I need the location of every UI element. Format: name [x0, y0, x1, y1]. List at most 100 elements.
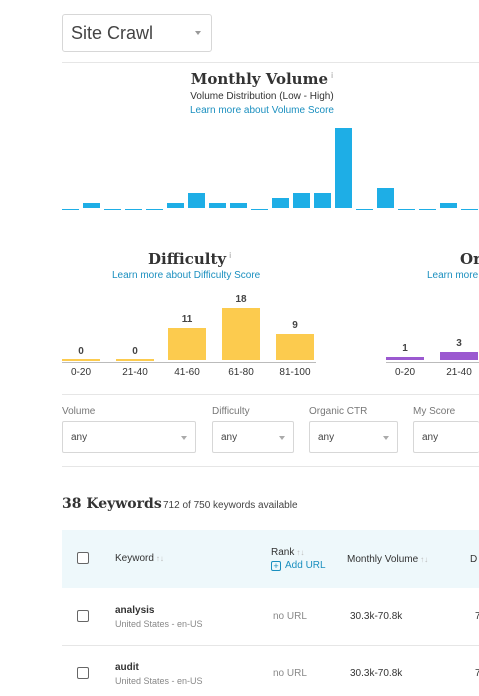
row-url: no URL: [273, 668, 307, 679]
difficulty-axis-line: [62, 362, 316, 363]
filter-organic-ctr-label: Organic CTR: [309, 406, 368, 417]
monthly-volume-header-text: Monthly Volume: [347, 554, 419, 565]
volume-bar: [377, 188, 394, 208]
add-url-button[interactable]: + Add URL: [271, 560, 326, 571]
difficulty-bar[interactable]: [116, 359, 154, 361]
info-icon[interactable]: i: [229, 251, 232, 260]
difficulty-bar[interactable]: [276, 334, 314, 360]
difficulty-value-label: 0: [78, 346, 84, 357]
difficulty-value-label: 9: [292, 320, 298, 331]
rank-column-header[interactable]: Rank ↑↓: [271, 547, 304, 558]
volume-bar: [419, 209, 436, 210]
filter-my-score-value: any: [422, 431, 439, 443]
difficulty-title-text: Difficulty: [148, 250, 227, 268]
volume-score-link[interactable]: Learn more about Volume Score: [190, 105, 334, 116]
organic-ctr-link[interactable]: Learn more: [427, 270, 479, 281]
volume-bar: [188, 193, 205, 208]
sort-icon[interactable]: ↑↓: [155, 554, 164, 563]
volume-bar: [335, 128, 352, 208]
divider: [62, 394, 479, 395]
row-keyword[interactable]: analysis: [115, 605, 155, 616]
row-volume: 30.3k-70.8k: [350, 611, 403, 622]
organic-ctr-bar[interactable]: [440, 352, 478, 360]
filter-organic-ctr-select[interactable]: any: [309, 421, 398, 453]
filter-organic-ctr-value: any: [318, 431, 335, 443]
organic-ctr-title: Or: [460, 250, 479, 268]
monthly-volume-title: Monthly Volume i: [62, 70, 462, 88]
sort-icon[interactable]: ↑↓: [296, 548, 305, 557]
filter-difficulty-select[interactable]: any: [212, 421, 294, 453]
monthly-volume-chart: [62, 120, 479, 212]
volume-bar: [461, 209, 478, 210]
row-url: no URL: [273, 611, 307, 622]
filter-my-score-select[interactable]: any: [413, 421, 479, 453]
row-truncated-value: 7: [475, 668, 479, 679]
volume-bar: [356, 209, 373, 210]
volume-bar: [209, 203, 226, 208]
divider: [62, 466, 479, 467]
filter-volume-value: any: [71, 431, 88, 443]
row-location: United States - en-US: [115, 619, 203, 629]
filter-my-score-label: My Score: [413, 406, 456, 417]
difficulty-score-link[interactable]: Learn more about Difficulty Score: [112, 270, 261, 281]
organic-ctr-category-label: 0-20: [394, 367, 415, 378]
select-all-checkbox[interactable]: [77, 552, 89, 564]
difficulty-bar[interactable]: [222, 308, 260, 360]
difficulty-category-label: 61-80: [228, 367, 254, 378]
difficulty-bar[interactable]: [168, 328, 206, 360]
chevron-down-icon: [383, 436, 389, 440]
volume-bar: [104, 209, 121, 210]
site-crawl-select[interactable]: Site Crawl: [62, 14, 212, 52]
truncated-column-header: D: [470, 554, 478, 565]
monthly-volume-column-header[interactable]: Monthly Volume ↑↓: [347, 554, 428, 565]
row-divider: [62, 645, 479, 646]
difficulty-category-label: 0-20: [70, 367, 91, 378]
keywords-available: 712 of 750 keywords available: [163, 500, 298, 511]
row-location: United States - en-US: [115, 676, 203, 686]
plus-icon: +: [271, 560, 281, 571]
rank-header-text: Rank: [271, 547, 295, 558]
difficulty-value-label: 0: [132, 346, 138, 357]
divider: [62, 62, 479, 63]
volume-bar: [293, 193, 310, 208]
volume-bar: [83, 203, 100, 208]
difficulty-title: Difficulty i: [148, 250, 231, 268]
chevron-down-icon: [181, 436, 187, 440]
organic-ctr-value-label: 1: [402, 343, 408, 354]
filter-difficulty-value: any: [221, 431, 238, 443]
sort-icon[interactable]: ↑↓: [420, 555, 429, 564]
difficulty-value-label: 18: [235, 294, 247, 305]
volume-bar: [62, 209, 79, 210]
keyword-count: 38 Keywords: [62, 496, 162, 512]
add-url-label: Add URL: [285, 560, 326, 571]
site-select-value: Site Crawl: [71, 22, 154, 43]
filter-volume-select[interactable]: any: [62, 421, 196, 453]
organic-ctr-axis-line: [386, 362, 479, 363]
volume-bar: [440, 203, 457, 208]
volume-bar: [230, 203, 247, 208]
monthly-volume-subtitle: Volume Distribution (Low - High): [190, 91, 334, 102]
volume-bar: [167, 203, 184, 208]
difficulty-category-label: 21-40: [122, 367, 148, 378]
volume-bar: [398, 209, 415, 210]
table-header: [62, 530, 479, 588]
organic-ctr-bar[interactable]: [386, 357, 424, 360]
chevron-down-icon: [279, 436, 285, 440]
keyword-header-text: Keyword: [115, 553, 154, 564]
difficulty-value-label: 11: [181, 314, 193, 325]
difficulty-bar[interactable]: [62, 359, 100, 361]
row-truncated-value: 7: [475, 611, 479, 622]
organic-ctr-value-label: 3: [456, 338, 462, 349]
keyword-column-header[interactable]: Keyword ↑↓: [115, 553, 164, 564]
difficulty-category-label: 81-100: [279, 367, 311, 378]
volume-bar: [272, 198, 289, 208]
volume-bar: [146, 209, 163, 210]
organic-ctr-category-label: 21-40: [446, 367, 472, 378]
info-icon[interactable]: i: [331, 71, 334, 80]
row-keyword[interactable]: audit: [115, 662, 139, 673]
filter-volume-label: Volume: [62, 406, 96, 417]
row-checkbox[interactable]: [77, 667, 89, 679]
row-volume: 30.3k-70.8k: [350, 668, 403, 679]
row-checkbox[interactable]: [77, 610, 89, 622]
volume-bar: [251, 209, 268, 210]
